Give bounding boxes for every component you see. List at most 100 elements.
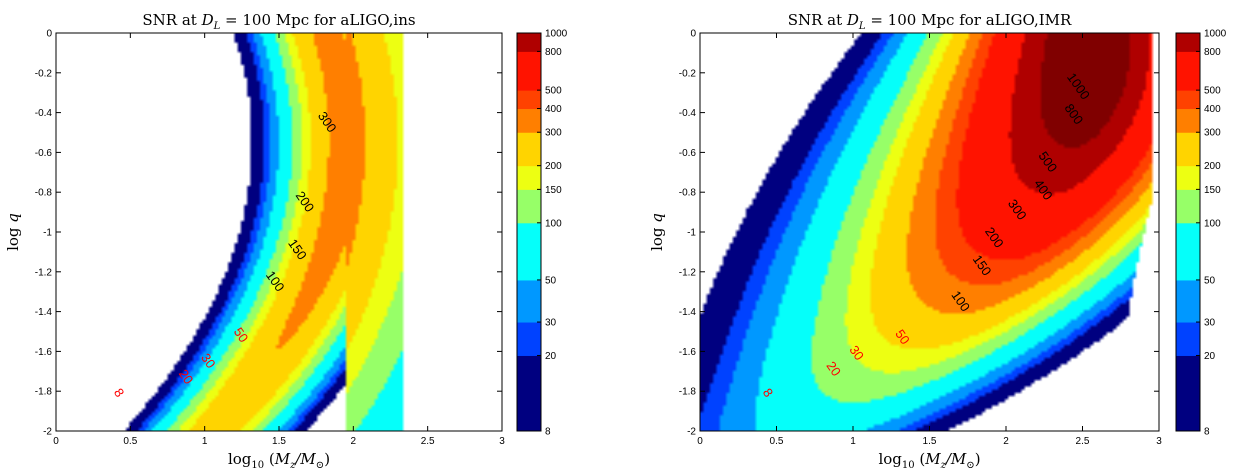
chart-title: SNR at DL = 100 Mpc for aLIGO,ins — [142, 11, 415, 32]
colorbar-band — [1176, 90, 1200, 110]
x-tick-label: 1.5 — [923, 436, 937, 447]
contour-label: 50 — [892, 327, 913, 347]
colorbar-band — [1176, 33, 1200, 52]
y-tick-label: -1.6 — [35, 347, 53, 358]
colorbar-band — [517, 222, 541, 281]
colorbar-tick-label: 300 — [1204, 128, 1221, 139]
colorbar-tick-label: 500 — [545, 86, 562, 97]
y-tick-label: -1 — [43, 228, 52, 239]
colorbar-tick-label: 400 — [545, 104, 562, 115]
colorbar-tick-label: 50 — [1204, 275, 1216, 286]
colorbar-band — [517, 132, 541, 167]
x-tick-label: 0.5 — [123, 436, 137, 447]
colorbar-tick-label: 200 — [545, 161, 562, 172]
colorbar-tick-label: 400 — [1204, 104, 1221, 115]
colorbar-tick-label: 100 — [1204, 218, 1221, 229]
x-tick-label: 0 — [697, 436, 703, 447]
colorbar-band — [517, 189, 541, 224]
colorbar-frame — [1175, 32, 1201, 432]
colorbar-band — [1176, 355, 1200, 432]
colorbar-frame — [516, 32, 542, 432]
chart-panel-imr: 0 0.5 1 1.5 2 2.5 30-0.2-0.4-0.6-0.8-1-1.2-1.4… — [648, 11, 1227, 470]
y-tick-label: -2 — [687, 427, 696, 438]
contour-field — [700, 33, 1159, 431]
colorbar-tick-label: 150 — [545, 185, 562, 196]
y-axis-label: log q — [648, 213, 666, 251]
x-tick-label: 0.5 — [770, 436, 784, 447]
y-tick-label: -0.8 — [679, 188, 697, 199]
colorbar-band — [1176, 279, 1200, 323]
colorbar-tick-label: 100 — [545, 218, 562, 229]
y-tick-label: -1.2 — [35, 267, 53, 278]
x-tick-label: 2 — [1003, 436, 1009, 447]
y-tick-label: 0 — [690, 29, 696, 40]
x-tick-label: 2 — [351, 436, 357, 447]
y-tick-label: -1.4 — [35, 307, 53, 318]
colorbar-band — [1176, 222, 1200, 281]
y-axis-label: log q — [4, 213, 22, 251]
colorbar-tick-label: 500 — [1204, 86, 1221, 97]
colorbar-band — [517, 90, 541, 110]
y-tick-label: -0.8 — [35, 188, 53, 199]
colorbar-band — [1176, 132, 1200, 167]
colorbar-tick-label: 1000 — [1204, 29, 1227, 40]
x-tick-label: 3 — [1156, 436, 1162, 447]
contour-label: 50 — [231, 325, 252, 345]
colorbar-tick-label: 8 — [1204, 427, 1210, 438]
colorbar-band — [1176, 165, 1200, 190]
colorbar-tick-label: 200 — [1204, 161, 1221, 172]
colorbar-band — [517, 108, 541, 133]
y-tick-label: -1.8 — [35, 387, 53, 398]
colorbar-band — [1176, 189, 1200, 224]
colorbar-band — [517, 33, 541, 52]
colorbar-band — [1176, 322, 1200, 356]
x-tick-label: 1.5 — [272, 436, 286, 447]
y-tick-label: -0.4 — [35, 108, 53, 119]
y-tick-label: -0.6 — [35, 148, 53, 159]
colorbar-tick-label: 800 — [545, 47, 562, 58]
y-tick-label: -1.4 — [679, 307, 697, 318]
y-tick-label: -1.8 — [679, 387, 697, 398]
y-tick-label: -0.4 — [679, 108, 697, 119]
colorbar-band — [517, 165, 541, 190]
colorbar-tick-label: 20 — [545, 351, 557, 362]
colorbar-band — [1176, 108, 1200, 133]
contour-label: 30 — [198, 351, 219, 371]
colorbar-tick-label: 30 — [1204, 318, 1216, 329]
colorbar-tick-label: 300 — [545, 128, 562, 139]
colorbar-band — [517, 51, 541, 91]
y-tick-label: 0 — [46, 29, 52, 40]
colorbar-tick-label: 8 — [545, 427, 551, 438]
x-axis-label: log10 (Mz/M⊙) — [878, 450, 980, 470]
x-tick-label: 3 — [499, 436, 505, 447]
colorbar-band — [1176, 51, 1200, 91]
colorbar-tick-label: 150 — [1204, 185, 1221, 196]
x-tick-label: 1 — [850, 436, 856, 447]
x-tick-label: 2.5 — [421, 436, 435, 447]
contour-label: 20 — [823, 358, 844, 378]
y-tick-label: -1.2 — [679, 267, 697, 278]
y-tick-label: -2 — [43, 427, 52, 438]
y-tick-label: -1 — [687, 228, 696, 239]
colorbar-band — [517, 322, 541, 356]
colorbar-band — [517, 279, 541, 323]
x-axis-label: log10 (Mz/M⊙) — [228, 450, 330, 470]
x-tick-label: 0 — [53, 436, 59, 447]
colorbar-band — [517, 355, 541, 432]
y-tick-label: -0.2 — [35, 68, 53, 79]
chart-panel-ins: 0 0.5 1 1.5 2 2.5 30-0.2-0.4-0.6-0.8-1-1.2-1.4… — [4, 11, 568, 470]
colorbar-tick-label: 30 — [545, 318, 557, 329]
contour-label: 20 — [176, 366, 197, 386]
colorbar-tick-label: 1000 — [545, 29, 568, 40]
y-tick-label: -1.6 — [679, 347, 697, 358]
x-tick-label: 1 — [202, 436, 208, 447]
colorbar-tick-label: 50 — [545, 275, 557, 286]
y-tick-label: -0.6 — [679, 148, 697, 159]
colorbar-tick-label: 800 — [1204, 47, 1221, 58]
contour-field — [56, 33, 502, 431]
contour-label: 30 — [846, 343, 867, 363]
y-tick-label: -0.2 — [679, 68, 697, 79]
x-tick-label: 2.5 — [1076, 436, 1090, 447]
colorbar-tick-label: 20 — [1204, 351, 1216, 362]
